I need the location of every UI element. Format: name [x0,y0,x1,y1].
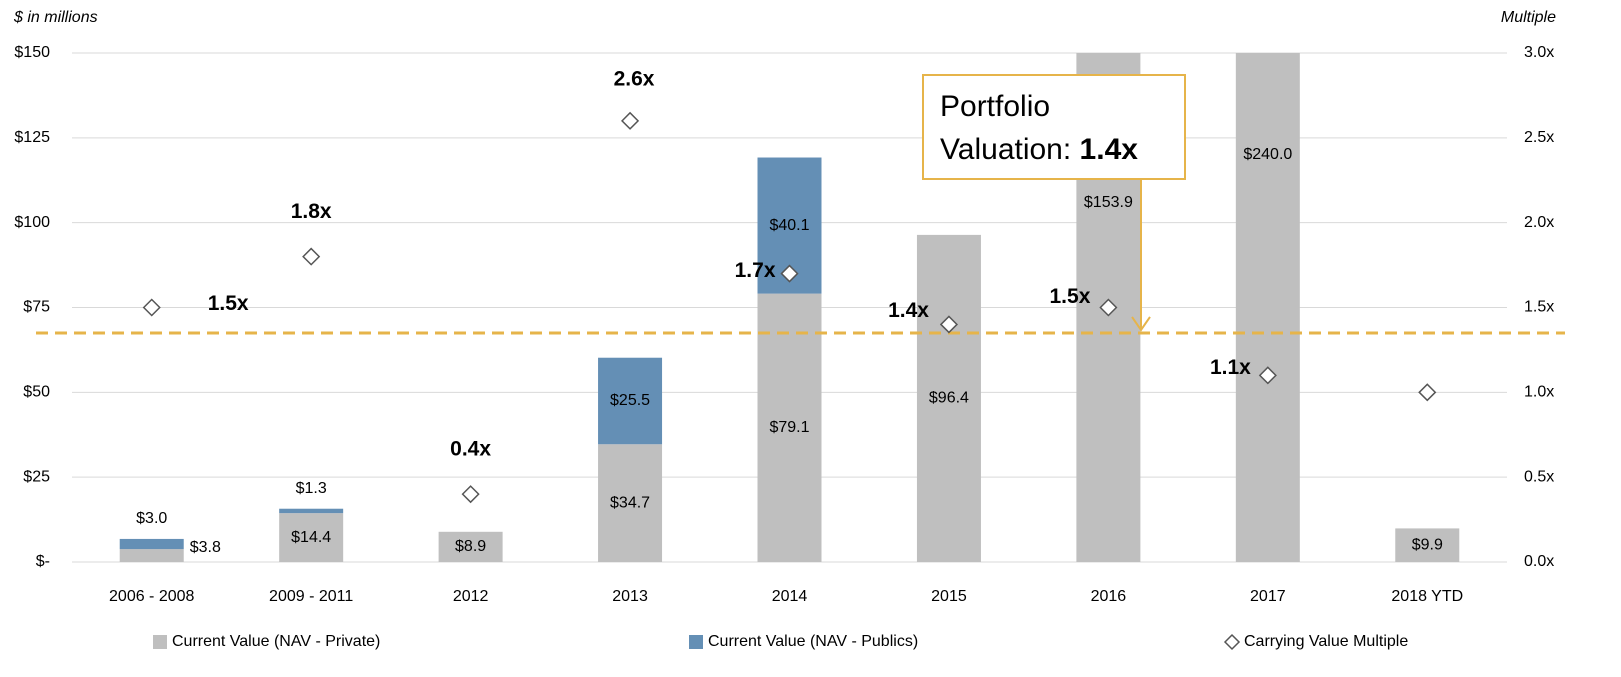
marker [1099,298,1118,317]
legend-swatch [689,635,703,649]
marker [142,298,161,317]
y2-tick-label: 2.0x [1524,214,1554,231]
multiple-label: 0.4x [450,438,491,461]
marker [780,264,799,283]
y-tick-label: $25 [23,468,50,485]
value-label: $3.0 [136,510,167,527]
annotation-text: Portfolio [940,90,1050,123]
x-tick-label: 2006 - 2008 [109,588,195,605]
x-tick-label: 2016 [1091,588,1127,605]
value-label: $153.9 [1084,194,1133,211]
multiple-label: 2.6x [614,67,655,90]
x-tick-label: 2017 [1250,588,1286,605]
value-label: $79.1 [769,419,809,436]
x-tick-label: 2009 - 2011 [269,588,353,605]
x-tick-label: 2018 YTD [1391,588,1463,605]
value-label: $9.9 [1412,536,1443,553]
bar [1395,528,1460,562]
y-tick-label: $150 [14,44,50,61]
marker [620,111,640,130]
y2-axis-title: Multiple [1501,9,1556,26]
bar [119,549,184,562]
legend-swatch [153,635,167,649]
annotation-emphasis: 1.4x [1080,133,1139,166]
legend-label: Current Value (NAV - Private) [172,633,380,650]
value-label: $1.3 [296,480,327,497]
bar [119,538,184,550]
y-tick-label: $100 [14,214,50,231]
value-label: $40.1 [769,217,809,234]
annotation-text: Valuation: 1.4x [940,133,1138,166]
multiple-label: 1.5x [1050,285,1091,308]
multiple-label: 1.4x [888,299,929,322]
marker [1418,383,1437,402]
marker [302,247,321,266]
multiple-label: 1.7x [735,259,776,282]
y2-tick-label: 3.0x [1524,44,1554,61]
bar [598,357,663,445]
y-tick-label: $125 [14,129,50,146]
multiple-label: 1.5x [208,292,249,315]
bar [279,508,344,514]
y2-tick-label: 1.5x [1524,299,1554,316]
x-tick-label: 2014 [772,588,808,605]
y-tick-label: $50 [23,384,50,401]
bar [598,444,663,562]
value-label: $96.4 [929,390,969,407]
y2-tick-label: 1.0x [1524,384,1554,401]
bar [1235,53,1300,563]
legend-label: Carrying Value Multiple [1244,633,1408,650]
legend-label: Current Value (NAV - Publics) [708,633,918,650]
y2-tick-label: 0.0x [1524,553,1554,570]
value-label: $3.8 [190,539,221,556]
x-tick-label: 2012 [453,588,489,605]
bar [757,293,822,562]
multiple-label: 1.8x [291,200,332,223]
annotation-arrowhead [1131,316,1151,332]
value-label: $14.4 [291,529,331,546]
y2-tick-label: 0.5x [1524,468,1554,485]
value-label: $8.9 [455,538,486,555]
y-tick-label: $75 [23,299,50,316]
bar [438,531,503,562]
value-label: $34.7 [610,494,650,511]
value-label: $25.5 [610,392,650,409]
y-tick-label: $- [36,553,50,570]
value-label: $240.0 [1243,146,1292,163]
marker [461,485,480,504]
x-tick-label: 2015 [931,588,967,605]
annotation-text: Valuation: [940,133,1080,166]
y-axis-title: $ in millions [13,9,98,26]
bar [279,513,344,562]
annotation-box [922,74,1186,180]
bar [916,234,981,562]
y2-tick-label: 2.5x [1524,129,1554,146]
legend-swatch [1223,633,1241,651]
marker [939,315,959,334]
marker [1258,366,1277,385]
multiple-label: 1.1x [1210,356,1251,379]
x-tick-label: 2013 [612,588,648,605]
